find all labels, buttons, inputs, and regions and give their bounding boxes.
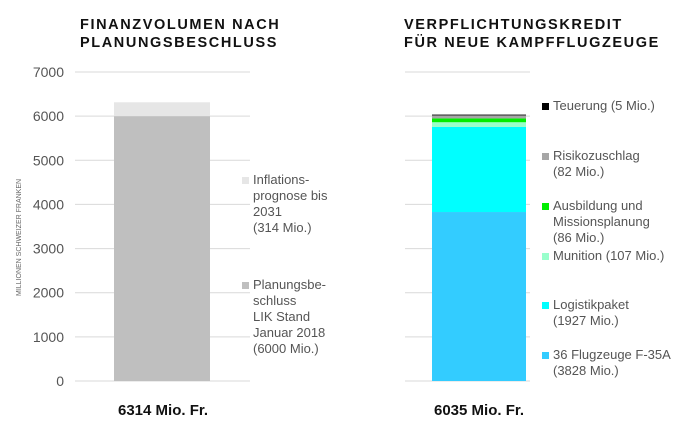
legend-item-teuerung: Teuerung (5 Mio.) [542,98,655,114]
legend-label: Planungsbe- schluss LIK Stand Januar 201… [253,277,326,356]
legend-swatch [242,282,249,289]
legend-label: Logistikpaket (1927 Mio.) [553,297,629,328]
y-tick-label: 2000 [33,285,64,301]
legend-label: Teuerung (5 Mio.) [553,98,655,113]
legend-swatch [542,203,549,210]
legend-item-inflation: Inflations- prognose bis 2031 (314 Mio.) [242,172,328,236]
bar-segment [432,122,526,127]
bar-segment [432,126,526,213]
bar-segment [432,114,526,116]
legend-label: Risikozuschlag (82 Mio.) [553,148,640,179]
y-tick-label: 4000 [33,196,64,212]
bar-segment [432,114,526,119]
bar-segment [114,116,210,382]
y-tick-label: 1000 [33,329,64,345]
legend-swatch [542,352,549,359]
chart-title-left: FINANZVOLUMEN NACH PLANUNGSBESCHLUSS [80,17,281,51]
legend-swatch [542,302,549,309]
legend-item-risiko: Risikozuschlag (82 Mio.) [542,148,640,180]
legend-swatch [242,177,249,184]
y-tick-label: 7000 [33,64,64,80]
y-tick-label: 3000 [33,241,64,257]
total-right: 6035 Mio. Fr. [434,402,525,419]
bar-segment [432,118,526,123]
chart-title-right: VERPFLICHTUNGSKREDIT FÜR NEUE KAMPFFLUGZ… [404,17,660,51]
total-left: 6314 Mio. Fr. [118,402,209,419]
bar-segment [432,212,526,381]
legend-swatch [542,253,549,260]
legend-swatch [542,103,549,110]
legend-item-munition: Munition (107 Mio.) [542,248,665,264]
legend-item-ausbildung: Ausbildung und Missionsplanung (86 Mio.) [542,198,650,246]
legend-item-planung: Planungsbe- schluss LIK Stand Januar 201… [242,277,326,357]
legend-swatch [542,153,549,160]
legend-label: 36 Flugzeuge F-35A (3828 Mio.) [553,347,671,378]
legend-item-f35: 36 Flugzeuge F-35A (3828 Mio.) [542,347,671,379]
y-tick-label: 5000 [33,152,64,168]
legend-label: Munition (107 Mio.) [553,248,665,263]
legend-label: Inflations- prognose bis 2031 (314 Mio.) [253,172,328,235]
y-tick-label: 0 [56,373,64,389]
bar-segment [114,102,210,117]
legend-item-logistik: Logistikpaket (1927 Mio.) [542,297,629,329]
y-tick-label: 6000 [33,108,64,124]
legend-label: Ausbildung und Missionsplanung (86 Mio.) [553,198,650,245]
